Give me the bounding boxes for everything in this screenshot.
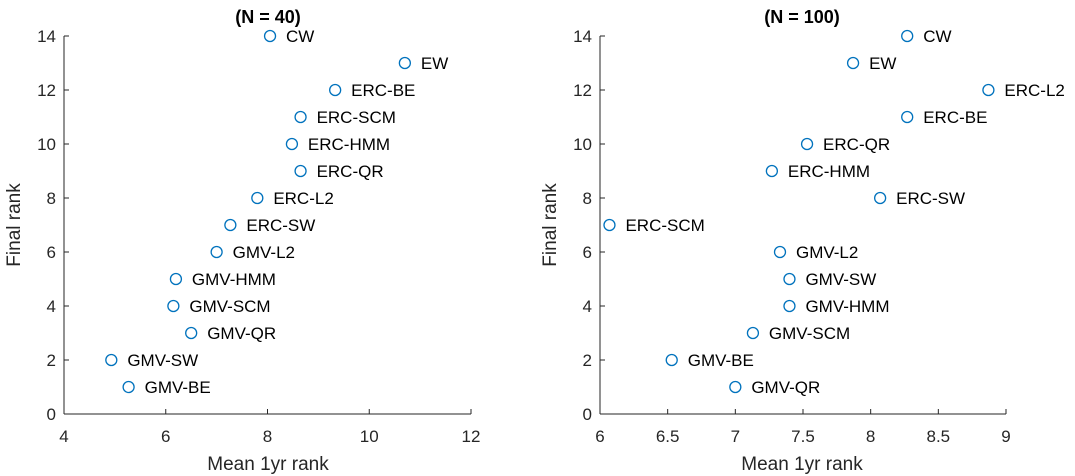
data-point xyxy=(846,56,860,70)
data-point xyxy=(783,299,796,313)
y-axis-label: Final rank xyxy=(540,183,561,267)
y-tick-label: 2 xyxy=(47,351,56,370)
data-point xyxy=(729,380,742,394)
data-point xyxy=(263,29,277,43)
x-axis-label: Mean 1yr rank xyxy=(207,454,329,475)
y-tick-label: 8 xyxy=(47,189,56,208)
x-tick-label: 6 xyxy=(161,427,170,446)
data-point xyxy=(773,245,787,259)
data-point-label: ERC-SCM xyxy=(625,216,704,235)
data-point xyxy=(800,137,814,151)
data-point xyxy=(167,299,180,313)
data-point-label: ERC-BE xyxy=(923,108,987,127)
data-point-label: ERC-L2 xyxy=(273,189,333,208)
y-tick-label: 14 xyxy=(573,27,592,46)
data-point-label: GMV-BE xyxy=(145,378,211,397)
y-tick-label: 12 xyxy=(37,81,56,100)
data-point xyxy=(285,137,299,151)
data-point xyxy=(294,164,307,178)
y-tick-label: 6 xyxy=(47,243,56,262)
data-point-label: GMV-QR xyxy=(207,324,276,343)
data-point-label: GMV-HMM xyxy=(805,297,889,316)
y-tick-label: 8 xyxy=(583,189,592,208)
data-point xyxy=(294,110,307,124)
x-tick-label: 8 xyxy=(866,427,875,446)
data-point xyxy=(765,164,779,178)
x-tick-label: 6 xyxy=(595,427,604,446)
data-point-label: ERC-BE xyxy=(351,81,415,100)
data-point-label: GMV-HMM xyxy=(192,270,276,289)
y-tick-label: 0 xyxy=(583,405,592,424)
x-tick-label: 4 xyxy=(59,427,68,446)
data-point xyxy=(210,245,223,259)
data-point-label: CW xyxy=(286,27,314,46)
data-point xyxy=(251,191,264,205)
data-point-label: GMV-SCM xyxy=(189,297,270,316)
data-point xyxy=(398,56,412,70)
data-point-label: GMV-L2 xyxy=(233,243,295,262)
data-point xyxy=(169,272,183,286)
y-tick-label: 4 xyxy=(47,297,56,316)
data-point-label: ERC-QR xyxy=(823,135,890,154)
data-point-label: ERC-HMM xyxy=(788,162,870,181)
x-axis-label: Mean 1yr rank xyxy=(741,454,863,475)
data-point xyxy=(783,272,796,286)
x-tick-label: 8 xyxy=(263,427,272,446)
y-tick-label: 10 xyxy=(37,135,56,154)
data-point xyxy=(185,326,198,340)
data-point xyxy=(105,353,118,367)
data-point-label: ERC-SCM xyxy=(317,108,396,127)
data-point xyxy=(901,29,914,43)
data-point-label: ERC-SW xyxy=(246,216,315,235)
data-point xyxy=(901,110,914,124)
data-point-label: GMV-BE xyxy=(688,351,754,370)
data-point-label: GMV-QR xyxy=(751,378,820,397)
x-tick-label: 7.5 xyxy=(791,427,815,446)
x-tick-label: 7 xyxy=(731,427,740,446)
data-point xyxy=(982,83,995,97)
data-point xyxy=(224,218,237,232)
data-point-label: ERC-L2 xyxy=(1004,81,1064,100)
data-point xyxy=(665,353,678,367)
x-tick-label: 9 xyxy=(1001,427,1010,446)
x-tick-label: 10 xyxy=(360,427,379,446)
y-tick-label: 14 xyxy=(37,27,56,46)
x-tick-label: 12 xyxy=(462,427,481,446)
data-point-label: ERC-HMM xyxy=(308,135,390,154)
chart-title: (N = 100) xyxy=(764,7,840,27)
data-point-label: ERC-SW xyxy=(896,189,965,208)
y-tick-label: 6 xyxy=(583,243,592,262)
data-point xyxy=(122,380,135,394)
chart-title: (N = 40) xyxy=(235,7,301,27)
data-point xyxy=(603,218,616,232)
data-point-label: CW xyxy=(923,27,951,46)
data-point-label: GMV-SW xyxy=(127,351,198,370)
chart-panel-n40: (N = 40) Mean 1yr rank Final rank 4 6 8 10 1… xyxy=(4,7,480,475)
data-point-label: EW xyxy=(869,54,896,73)
y-tick-label: 10 xyxy=(573,135,592,154)
data-point xyxy=(873,191,887,205)
y-tick-label: 2 xyxy=(583,351,592,370)
data-point xyxy=(746,326,760,340)
data-point-label: EW xyxy=(421,54,448,73)
data-point xyxy=(329,83,342,97)
x-tick-label: 8.5 xyxy=(927,427,951,446)
x-tick-label: 6.5 xyxy=(656,427,680,446)
y-axis-label: Final rank xyxy=(4,183,25,267)
y-tick-label: 12 xyxy=(573,81,592,100)
y-tick-label: 4 xyxy=(583,297,592,316)
data-point-label: GMV-SW xyxy=(805,270,876,289)
data-point-label: ERC-QR xyxy=(317,162,384,181)
data-point-label: GMV-SCM xyxy=(769,324,850,343)
y-tick-label: 0 xyxy=(47,405,56,424)
chart-panel-n100: (N = 100) Mean 1yr rank Final rank 6 6.5 7… xyxy=(540,7,1065,475)
data-point-label: GMV-L2 xyxy=(796,243,858,262)
